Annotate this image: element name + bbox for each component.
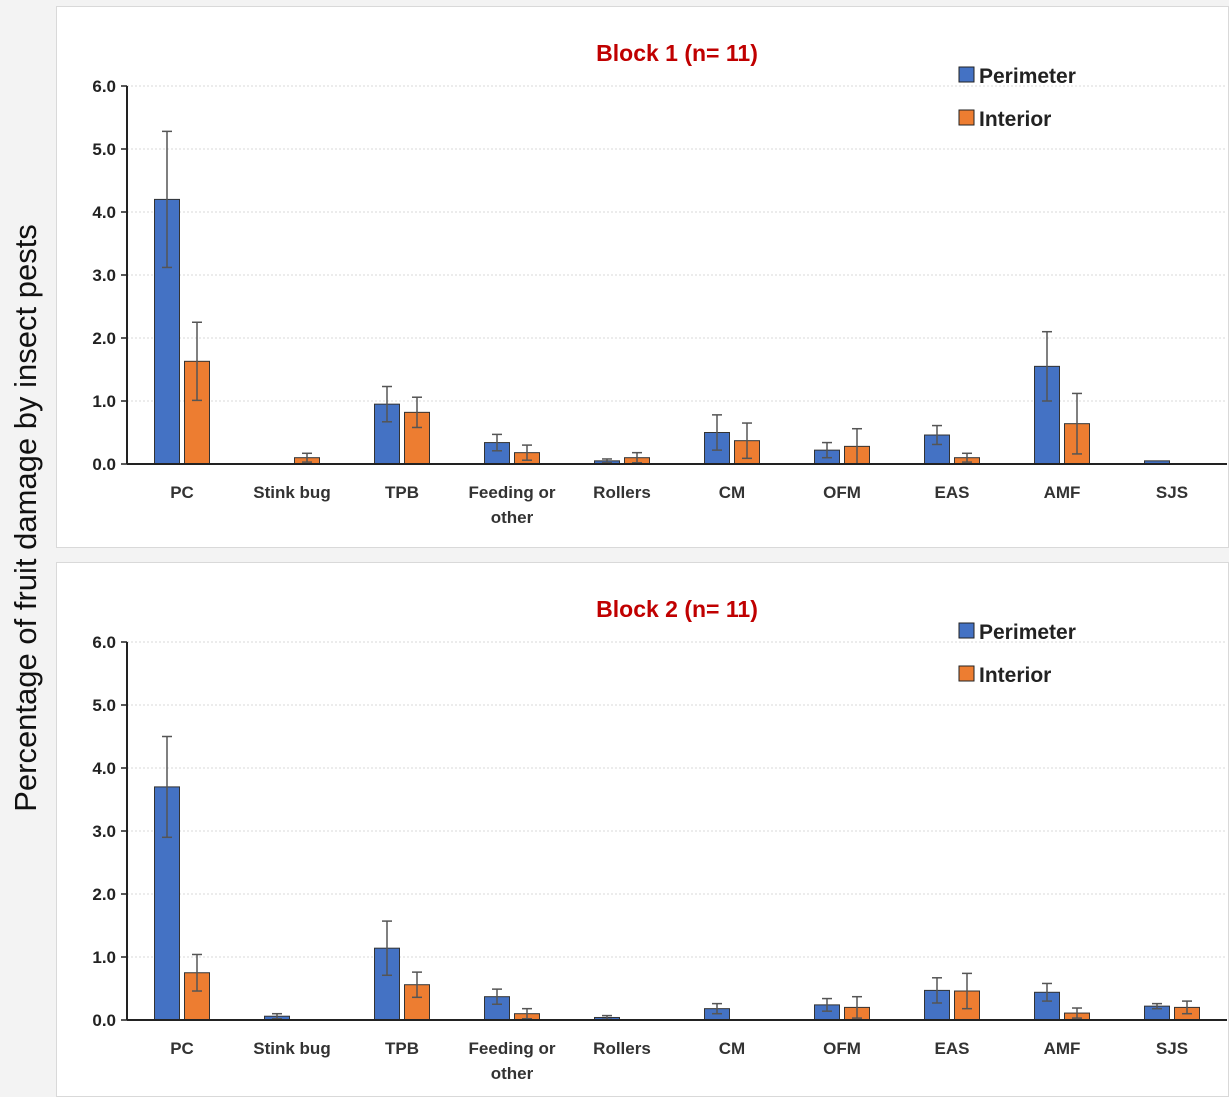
x-tick-label: CM: [719, 483, 745, 502]
legend-label-interior: Interior: [979, 108, 1051, 131]
y-tick-label: 3.0: [92, 266, 116, 285]
x-tick-label: PC: [170, 483, 194, 502]
y-tick-label: 2.0: [92, 885, 116, 904]
x-tick-label: SJS: [1156, 483, 1188, 502]
legend-label-perimeter: Perimeter: [979, 65, 1076, 88]
block-2-chart-panel: Block 2 (n= 11) 0.0 1.0 2.0 3.0 4.0 5.0 6.0 PC St…: [56, 562, 1229, 1097]
y-tick-label: 4.0: [92, 759, 116, 778]
y-tick-label: 3.0: [92, 822, 116, 841]
block-1-chart: Block 1 (n= 11) 0.0 1.0 2.0 3.0 4.0 5.0 6.0 PC St…: [92, 40, 1227, 527]
x-tick-label: Rollers: [593, 483, 651, 502]
y-tick-label: 2.0: [92, 329, 116, 348]
x-tick-label: PC: [170, 1039, 194, 1058]
x-tick-label: CM: [719, 1039, 745, 1058]
y-tick-label: 1.0: [92, 948, 116, 967]
y-tick-label: 5.0: [92, 140, 116, 159]
y-axis-label-text: Percentage of fruit damage by insect pes…: [8, 224, 43, 812]
x-tick-label: EAS: [935, 1039, 970, 1058]
x-tick-label: Feeding or other: [469, 1039, 556, 1083]
legend-swatch-interior: [958, 109, 975, 126]
y-tick-label: 6.0: [92, 633, 116, 652]
legend-swatch-perimeter: [958, 66, 975, 83]
x-tick-label: OFM: [823, 1039, 861, 1058]
y-tick-label: 5.0: [92, 696, 116, 715]
chart-title: Block 2 (n= 11): [596, 596, 758, 622]
legend-label-interior: Interior: [979, 664, 1051, 687]
block-1-chart-panel: Block 1 (n= 11) 0.0 1.0 2.0 3.0 4.0 5.0 6.0 PC St…: [56, 6, 1229, 548]
chart-title: Block 1 (n= 11): [596, 40, 758, 66]
y-tick-label: 4.0: [92, 203, 116, 222]
x-tick-label: SJS: [1156, 1039, 1188, 1058]
x-tick-label: Stink bug: [253, 1039, 330, 1058]
legend-swatch-interior: [958, 665, 975, 682]
y-tick-label: 1.0: [92, 392, 116, 411]
y-tick-label: 0.0: [92, 455, 116, 474]
y-tick-label: 0.0: [92, 1011, 116, 1030]
block-2-chart: Block 2 (n= 11) 0.0 1.0 2.0 3.0 4.0 5.0 6.0 PC St…: [92, 596, 1227, 1083]
legend-label-perimeter: Perimeter: [979, 621, 1076, 644]
y-axis-label: Percentage of fruit damage by insect pes…: [8, 224, 43, 812]
legend-swatch-perimeter: [958, 622, 975, 639]
y-tick-label: 6.0: [92, 77, 116, 96]
x-tick-label: OFM: [823, 483, 861, 502]
x-tick-label: AMF: [1044, 1039, 1081, 1058]
x-tick-label: AMF: [1044, 483, 1081, 502]
x-tick-label: Stink bug: [253, 483, 330, 502]
x-tick-label: Rollers: [593, 1039, 651, 1058]
x-tick-label: TPB: [385, 483, 419, 502]
x-tick-label: TPB: [385, 1039, 419, 1058]
x-tick-label: EAS: [935, 483, 970, 502]
x-tick-label: Feeding or other: [469, 483, 556, 527]
